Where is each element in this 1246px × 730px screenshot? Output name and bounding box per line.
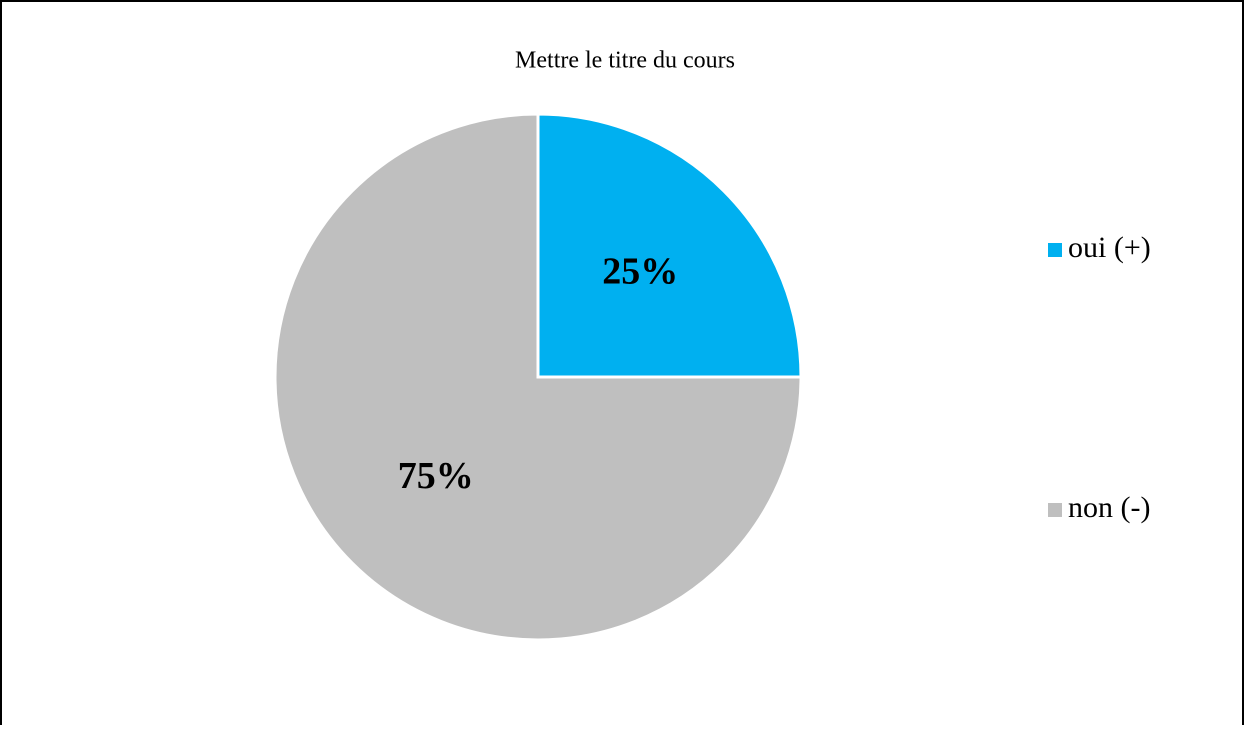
chart-title: Mettre le titre du cours — [515, 48, 735, 74]
legend-swatch — [1048, 243, 1062, 257]
data-label: 75% — [398, 455, 474, 497]
legend-swatch — [1048, 503, 1062, 517]
pie-slice — [536, 112, 803, 379]
legend-label: non (-) — [1068, 491, 1150, 524]
data-label: 25% — [602, 250, 678, 292]
pie-slice — [273, 112, 803, 642]
legend-label: oui (+) — [1068, 231, 1151, 264]
